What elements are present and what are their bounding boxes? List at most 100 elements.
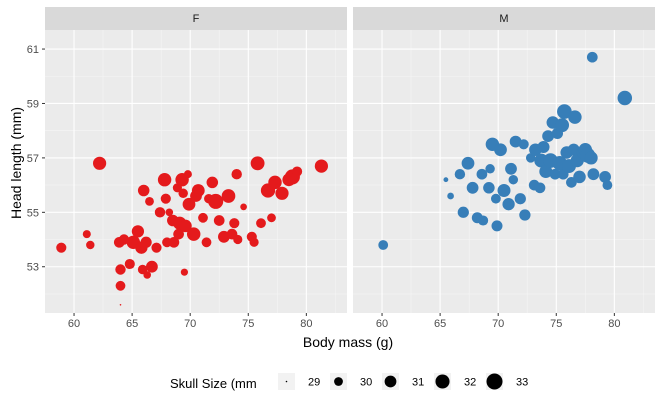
data-point xyxy=(56,242,67,253)
data-point xyxy=(476,168,488,180)
data-point xyxy=(233,234,243,245)
x-tick-label: 60 xyxy=(376,318,388,330)
data-point xyxy=(568,110,582,124)
x-tick-label: 65 xyxy=(434,318,446,330)
data-point xyxy=(461,156,475,170)
data-point xyxy=(151,242,162,253)
x-axis-title: Body mass (g) xyxy=(303,334,393,350)
strip-background xyxy=(45,7,347,30)
legend-key-label: 32 xyxy=(464,377,476,389)
data-point xyxy=(229,218,240,229)
facet-panel-M: M xyxy=(353,7,655,313)
data-point xyxy=(537,140,550,154)
legend-keys: 29 30 31 32 33 xyxy=(278,373,528,390)
data-point xyxy=(525,153,536,163)
x-tick-label: 80 xyxy=(608,318,620,330)
data-point xyxy=(157,172,172,187)
legend-key-symbol xyxy=(486,373,503,390)
data-point xyxy=(145,197,154,206)
legend-key-29: 29 xyxy=(278,373,320,390)
data-point xyxy=(124,258,135,270)
data-points xyxy=(378,51,633,250)
y-tick-label: 55 xyxy=(27,207,39,219)
data-points xyxy=(56,156,328,306)
data-point xyxy=(443,177,449,183)
data-point xyxy=(491,220,503,232)
data-point xyxy=(86,240,95,250)
strip-label: M xyxy=(499,13,508,25)
data-point xyxy=(599,171,611,183)
panel-background xyxy=(353,30,655,313)
data-point xyxy=(179,219,192,233)
data-point xyxy=(143,271,152,279)
data-point xyxy=(146,260,158,273)
data-point xyxy=(180,268,188,276)
y-tick-label: 59 xyxy=(27,98,39,110)
data-point xyxy=(201,237,212,248)
data-point xyxy=(168,236,180,248)
data-point xyxy=(447,192,454,200)
data-point xyxy=(292,166,303,177)
legend-key-30: 30 xyxy=(330,373,372,390)
legend-title: Skull Size (mm xyxy=(170,376,257,391)
legend-key-label: 33 xyxy=(516,377,528,389)
data-point xyxy=(602,180,613,191)
data-point xyxy=(457,206,469,218)
data-point xyxy=(93,156,107,170)
data-point xyxy=(514,193,526,205)
legend-key-symbol xyxy=(384,375,397,388)
data-point xyxy=(478,215,489,226)
data-point xyxy=(519,209,531,221)
data-point xyxy=(221,189,236,203)
x-tick-label: 80 xyxy=(300,318,312,330)
data-point xyxy=(573,170,586,184)
data-point xyxy=(208,193,224,209)
data-point xyxy=(483,182,495,194)
legend-key-symbol xyxy=(285,380,288,383)
strip-label: F xyxy=(193,13,200,25)
legend-key-symbol xyxy=(435,374,450,389)
data-point xyxy=(584,151,598,165)
data-point xyxy=(542,130,554,142)
data-point xyxy=(119,304,122,306)
data-point xyxy=(534,182,546,194)
data-point xyxy=(314,159,328,173)
data-point xyxy=(182,197,196,211)
x-tick-label: 60 xyxy=(68,318,80,330)
y-axis: 53 55 57 59 61 xyxy=(27,44,45,274)
data-point xyxy=(587,168,600,181)
legend-key-32: 32 xyxy=(434,373,476,390)
data-point xyxy=(539,165,553,178)
legend-key-31: 31 xyxy=(382,373,424,390)
data-point xyxy=(617,90,633,106)
data-point xyxy=(466,181,479,194)
data-point xyxy=(485,164,495,174)
data-point xyxy=(115,264,126,275)
x-tick-label: 65 xyxy=(126,318,138,330)
x-tick-label: 70 xyxy=(492,318,504,330)
data-point xyxy=(165,208,174,217)
legend-key-label: 31 xyxy=(412,377,424,389)
data-point xyxy=(491,193,501,204)
data-point xyxy=(267,213,276,223)
y-axis-title: Head length (mm) xyxy=(8,107,24,219)
data-point xyxy=(557,104,572,119)
x-tick-label: 70 xyxy=(184,318,196,330)
data-point xyxy=(82,230,91,239)
y-tick-label: 61 xyxy=(27,44,39,56)
data-point xyxy=(268,175,282,190)
data-point xyxy=(567,143,580,156)
data-point xyxy=(508,174,519,185)
data-point xyxy=(173,228,184,240)
data-point xyxy=(131,225,145,238)
data-point xyxy=(186,227,201,241)
data-point xyxy=(509,135,522,148)
data-point xyxy=(378,240,389,250)
data-point xyxy=(160,193,171,204)
data-point xyxy=(505,162,517,175)
y-tick-label: 53 xyxy=(27,262,39,274)
data-point xyxy=(494,143,507,157)
legend-key-label: 30 xyxy=(360,377,372,389)
data-point xyxy=(231,168,242,180)
